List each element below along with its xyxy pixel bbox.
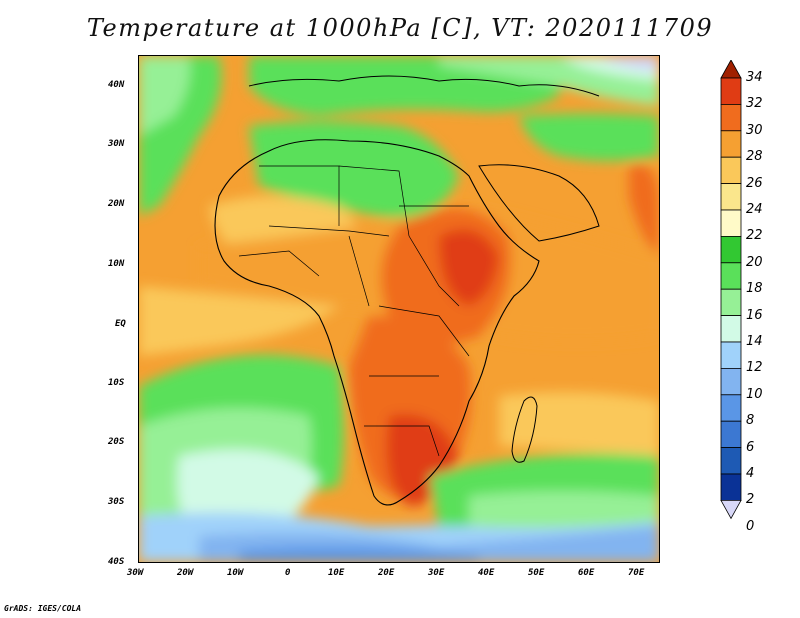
colorbar-swatch xyxy=(720,209,742,237)
lat-label: 20N xyxy=(108,199,125,209)
colorbar-swatch xyxy=(720,104,742,132)
colorbar xyxy=(720,60,742,520)
colorbar-swatch xyxy=(720,130,742,158)
colorbar-swatch xyxy=(720,77,742,105)
colorbar-swatch xyxy=(720,473,742,501)
lon-label: 60E xyxy=(578,568,595,578)
colorbar-label: 18 xyxy=(746,281,763,297)
colorbar-label: 28 xyxy=(746,149,763,165)
arabia-coastline xyxy=(478,164,600,242)
colorbar-swatch xyxy=(720,394,742,422)
lon-label: 10E xyxy=(328,568,345,578)
colorbar-swatch xyxy=(720,262,742,290)
colorbar-swatch xyxy=(720,183,742,211)
lat-label: 30S xyxy=(108,497,125,507)
colorbar-label: 30 xyxy=(746,122,763,138)
lon-label: 20E xyxy=(378,568,395,578)
europe-coastline xyxy=(248,75,600,97)
temperature-map xyxy=(138,55,660,563)
colorbar-label: 32 xyxy=(746,96,763,112)
colorbar-label: 0 xyxy=(746,518,755,534)
lat-label: 30N xyxy=(108,139,125,149)
lat-label: 40N xyxy=(108,80,125,90)
lon-label: 20W xyxy=(177,568,194,578)
colorbar-label: 20 xyxy=(746,254,763,270)
colorbar-swatch xyxy=(720,288,742,316)
lat-label: 20S xyxy=(108,437,125,447)
colorbar-swatch xyxy=(720,315,742,343)
lat-label: 40S xyxy=(108,557,125,567)
africa-coastline xyxy=(214,139,540,506)
credit-text: GrADS: IGES/COLA xyxy=(4,604,82,613)
colorbar-label: 22 xyxy=(746,228,763,244)
colorbar-label: 16 xyxy=(746,307,763,323)
lon-label: 50E xyxy=(528,568,545,578)
lat-label: 10N xyxy=(108,259,125,269)
country-borders xyxy=(238,165,470,457)
colorbar-label: 10 xyxy=(746,386,763,402)
colorbar-label: 14 xyxy=(746,334,763,349)
colorbar-label: 4 xyxy=(746,466,755,481)
madagascar-coastline xyxy=(511,396,538,463)
colorbar-swatch xyxy=(720,235,742,264)
lon-label: 0 xyxy=(285,568,291,578)
colorbar-top-arrow xyxy=(720,60,742,79)
lon-label: 30W xyxy=(127,568,144,578)
colorbar-label: 2 xyxy=(746,492,755,508)
lon-label: 30E xyxy=(428,568,445,578)
colorbar-bottom-arrow xyxy=(720,500,742,520)
temperature-field xyxy=(139,56,659,562)
lat-label: EQ xyxy=(115,319,126,329)
colorbar-label: 24 xyxy=(746,202,763,217)
colorbar-label: 34 xyxy=(746,70,763,85)
colorbar-label: 26 xyxy=(746,175,763,191)
colorbar-swatch xyxy=(720,447,742,475)
map-title: Temperature at 1000hPa [C], VT: 20201117… xyxy=(86,14,714,42)
lon-label: 10W xyxy=(227,568,244,578)
colorbar-label: 6 xyxy=(746,439,755,455)
colorbar-label: 8 xyxy=(746,413,755,429)
lat-label: 10S xyxy=(108,378,125,388)
colorbar-swatch xyxy=(720,420,742,449)
colorbar-label: 12 xyxy=(746,360,763,376)
colorbar-swatch xyxy=(720,156,742,184)
lon-label: 40E xyxy=(478,568,495,578)
colorbar-swatch xyxy=(720,367,742,396)
lon-label: 70E xyxy=(628,568,645,578)
colorbar-swatch xyxy=(720,341,742,369)
